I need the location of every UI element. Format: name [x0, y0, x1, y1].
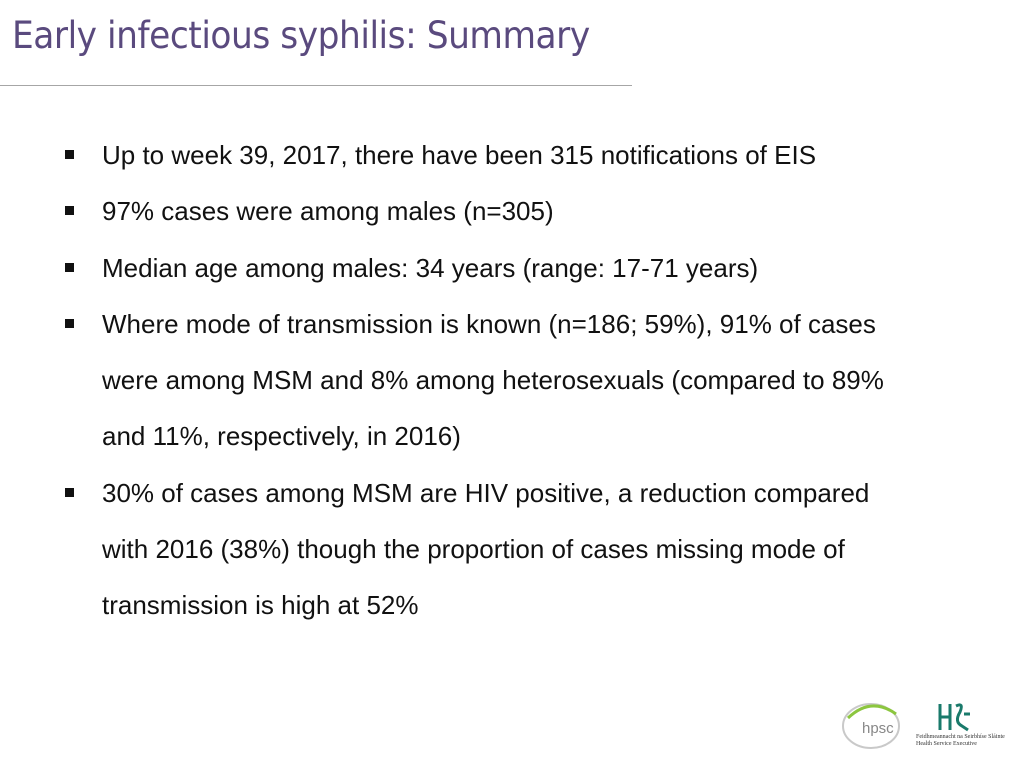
bullet-item: 97% cases were among males (n=305) [65, 183, 914, 239]
logos: hpsc Feidhmeannacht na Seirbhíse Sláinte… [836, 696, 1006, 756]
bullet-item: Up to week 39, 2017, there have been 315… [65, 127, 914, 183]
logo-shapes [842, 703, 970, 749]
hse-label: Feidhmeannacht na Seirbhíse Sláinte [916, 734, 1005, 740]
slide-title: Early infectious syphilis: Summary [12, 14, 590, 57]
hpsc-label: hpsc [862, 720, 894, 737]
hpsc-ring [842, 703, 900, 749]
hse-mark [938, 703, 970, 732]
hse-label: Health Service Executive [916, 741, 977, 747]
bullet-item: Where mode of transmission is known (n=1… [65, 296, 914, 465]
bullet-list: Up to week 39, 2017, there have been 315… [65, 127, 914, 634]
bullet-item: Median age among males: 34 years (range:… [65, 240, 914, 296]
bullet-item: 30% of cases among MSM are HIV positive,… [65, 465, 914, 634]
title-rule [0, 85, 632, 86]
hpsc-arc [846, 704, 897, 720]
